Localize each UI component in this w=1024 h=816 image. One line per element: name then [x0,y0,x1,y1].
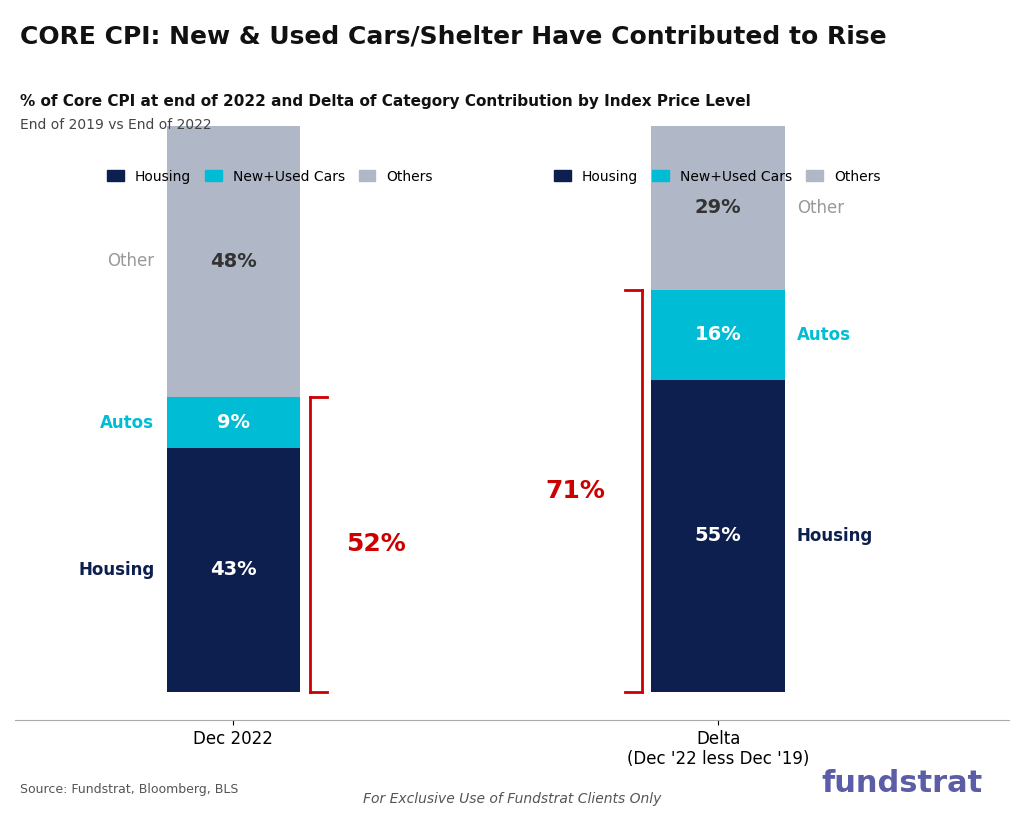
Text: For Exclusive Use of Fundstrat Clients Only: For Exclusive Use of Fundstrat Clients O… [362,792,662,806]
Bar [167,397,300,448]
Text: Autos: Autos [797,326,851,344]
Text: Housing: Housing [797,527,873,545]
Text: % of Core CPI at end of 2022 and Delta of Category Contribution by Index Price L: % of Core CPI at end of 2022 and Delta o… [20,94,752,109]
Bar [651,126,784,290]
Text: 29%: 29% [694,198,741,217]
Text: Other: Other [108,252,155,270]
Text: 71%: 71% [546,479,605,503]
Bar [651,380,784,691]
Legend: Housing, New+Used Cars, Others: Housing, New+Used Cars, Others [549,164,886,189]
Bar [167,126,300,397]
Text: CORE CPI: New & Used Cars/Shelter Have Contributed to Rise: CORE CPI: New & Used Cars/Shelter Have C… [20,24,887,48]
Text: Housing: Housing [78,561,155,579]
Text: Other: Other [797,198,844,216]
Text: Source: Fundstrat, Bloomberg, BLS: Source: Fundstrat, Bloomberg, BLS [20,783,239,796]
Text: fundstrat: fundstrat [822,769,983,798]
Bar [167,448,300,691]
Text: 43%: 43% [210,561,256,579]
Bar [651,290,784,380]
Text: 9%: 9% [217,413,250,432]
Text: 48%: 48% [210,252,257,271]
Text: Autos: Autos [100,414,155,432]
Text: 52%: 52% [346,532,406,557]
Text: 16%: 16% [694,326,741,344]
Text: End of 2019 vs End of 2022: End of 2019 vs End of 2022 [20,118,212,132]
Text: 55%: 55% [694,526,741,545]
